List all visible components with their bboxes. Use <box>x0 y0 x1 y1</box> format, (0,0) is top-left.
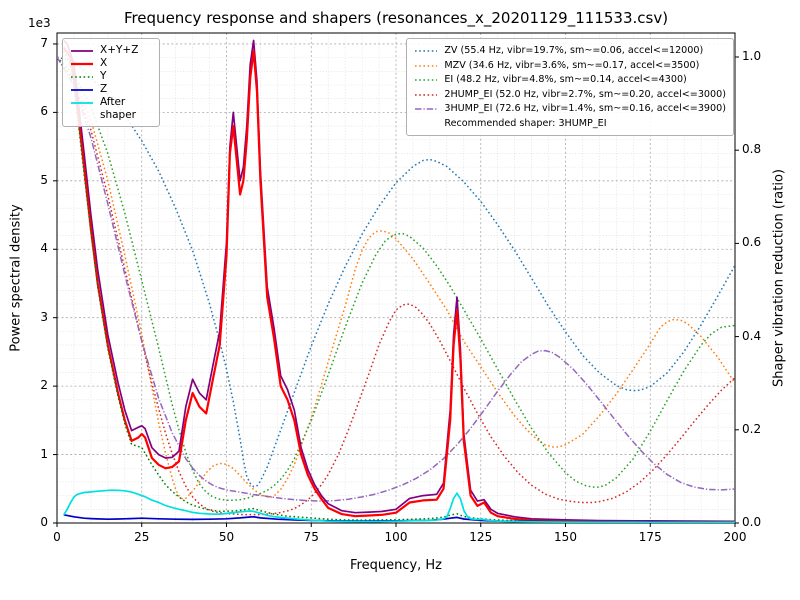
legend-shapers: ZV (55.4 Hz, vibr=19.7%, sm~=0.06, accel… <box>406 38 734 136</box>
x-tick-label: 175 <box>638 530 662 544</box>
x-tick-label: 150 <box>554 530 577 544</box>
legend-line-sample <box>71 76 93 78</box>
chart-title: Frequency response and shapers (resonanc… <box>123 9 669 27</box>
legend-items: ZV (55.4 Hz, vibr=19.7%, sm~=0.06, accel… <box>414 44 726 117</box>
legend-line-sample <box>415 79 438 81</box>
legend-line-sample <box>415 93 438 96</box>
x-tick-label: 200 <box>723 530 747 544</box>
legend-label: EI (48.2 Hz, vibr=4.8%, sm~=0.14, accel<… <box>444 74 687 85</box>
legend-item-ZV: ZV (55.4 Hz, vibr=19.7%, sm~=0.06, accel… <box>414 44 726 59</box>
curve-After-shaper <box>63 489 735 523</box>
y-tick-label-right: 1.0 <box>742 48 762 63</box>
x-tick-label: 0 <box>53 530 61 544</box>
y-tick-label-left: 6 <box>40 104 48 119</box>
y-tick-label-left: 0 <box>40 515 48 529</box>
legend-item-2HUMP-EI: 2HUMP_EI (52.0 Hz, vibr=2.7%, sm~=0.20, … <box>414 88 726 103</box>
y-tick-label-left: 4 <box>40 241 48 256</box>
legend-line-sample <box>71 62 93 66</box>
legend-line-sample <box>415 108 438 110</box>
x-tick-label: 25 <box>134 530 150 544</box>
y-tick-label-right: 0.8 <box>742 142 762 157</box>
x-tick-label: 100 <box>384 530 408 544</box>
legend-item-X-Y-Z: X+Y+Z <box>70 44 152 57</box>
y-tick-label-right: 0.0 <box>742 515 762 529</box>
legend-label: MZV (34.6 Hz, vibr=3.6%, sm~=0.17, accel… <box>444 59 700 71</box>
left-axis-multiplier: 1e3 <box>28 16 51 30</box>
legend-items: X+Y+Z X Y Z After shaper <box>70 44 152 122</box>
legend-label: Y <box>100 70 107 82</box>
legend-label: 3HUMP_EI (72.6 Hz, vibr=1.4%, sm~=0.16, … <box>444 103 726 114</box>
legend-label: 2HUMP_EI (52.0 Hz, vibr=2.7%, sm~=0.20, … <box>444 88 726 100</box>
legend-item-EI: EI (48.2 Hz, vibr=4.8%, sm~=0.14, accel<… <box>414 73 726 88</box>
legend-measured-psd: X+Y+Z X Y Z After shaper <box>62 38 160 127</box>
legend-item-3HUMP-EI: 3HUMP_EI (72.6 Hz, vibr=1.4%, sm~=0.16, … <box>414 102 726 117</box>
x-tick-label: 125 <box>469 530 493 544</box>
legend-label: X <box>100 57 108 69</box>
y-tick-label-left: 7 <box>40 35 48 50</box>
legend-line-sample <box>415 64 438 67</box>
legend-item-Y: Y <box>70 70 152 83</box>
x-axis-label: Frequency, Hz <box>349 558 443 573</box>
legend-line-sample <box>415 50 438 52</box>
curve-X <box>62 46 735 523</box>
y-tick-label-right: 0.4 <box>742 328 762 343</box>
legend-label: After shaper <box>100 96 137 121</box>
legend-item-Z: Z <box>70 83 152 96</box>
y-tick-label-left: 5 <box>40 172 48 187</box>
y-axis-label-right: Shaper vibration reduction (ratio) <box>771 169 787 387</box>
x-tick-label: 50 <box>218 530 235 544</box>
recommended-shaper-text: Recommended shaper: 3HUMP_EI <box>444 117 607 129</box>
y-tick-label-left: 3 <box>40 309 48 324</box>
legend-label: Z <box>100 83 108 95</box>
legend-label: X+Y+Z <box>100 44 139 56</box>
legend-line-sample <box>71 89 93 91</box>
y-tick-label-left: 2 <box>40 378 48 393</box>
curve-EI <box>57 56 735 501</box>
y-tick-label-left: 1 <box>40 446 48 461</box>
y-tick-label-right: 0.6 <box>742 235 762 250</box>
curve-3HUMP-EI <box>57 56 735 502</box>
legend-item-After-shaper: After shaper <box>70 96 152 122</box>
x-tick-label: 75 <box>303 530 319 544</box>
curve-MZV <box>57 56 735 500</box>
legend-item-X: X <box>70 57 152 70</box>
legend-line-sample <box>71 50 93 52</box>
curve-Y <box>63 50 735 523</box>
curve-ZV <box>57 56 735 488</box>
curve-Z <box>63 513 735 523</box>
y-axis-label-left: Power spectral density <box>8 204 24 352</box>
y-tick-label-right: 0.2 <box>742 421 762 436</box>
legend-item-MZV: MZV (34.6 Hz, vibr=3.6%, sm~=0.17, accel… <box>414 59 726 74</box>
legend-line-sample <box>71 102 93 104</box>
legend-label: ZV (55.4 Hz, vibr=19.7%, sm~=0.06, accel… <box>444 45 704 56</box>
